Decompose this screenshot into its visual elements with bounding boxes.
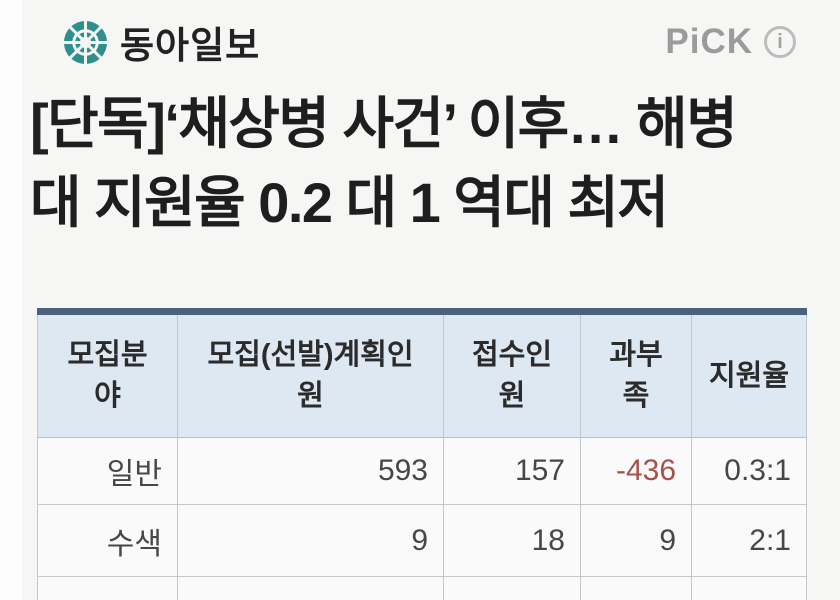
cell-category: 수색 (37, 504, 178, 577)
cell-empty (691, 576, 807, 600)
cell-empty (177, 576, 444, 600)
table-row-partial (37, 576, 807, 600)
col-header-ratio: 지원율 (691, 311, 807, 438)
table-header-row: 모집분 야 모집(선발)계획인 원 접수인 원 과부 족 지원율 (37, 311, 807, 438)
headline-line-2: 대 지원율 0.2 대 1 역대 최저 (30, 171, 669, 234)
cell-planned: 9 (177, 504, 444, 577)
cell-empty (443, 576, 581, 600)
publisher-name: 동아일보 (120, 25, 261, 66)
cell-empty (37, 576, 178, 600)
table-row: 수색 9 18 9 2:1 (37, 504, 807, 577)
cell-shortfall: 9 (580, 504, 692, 577)
headline-line-1: [단독]‘채상병 사건’ 이후… 해병 (30, 92, 738, 155)
col-header-planned: 모집(선발)계획인 원 (177, 311, 444, 438)
cell-ratio: 0.3:1 (691, 437, 807, 505)
recruitment-stats-table: 모집분 야 모집(선발)계획인 원 접수인 원 과부 족 지원율 일반 593 … (37, 308, 807, 600)
col-header-applied: 접수인 원 (443, 311, 581, 438)
page-left-margin (0, 0, 22, 600)
pick-label: PiCK (665, 22, 753, 61)
article-headline: [단독]‘채상병 사건’ 이후… 해병 대 지원율 0.2 대 1 역대 최저 (30, 84, 830, 242)
info-circle-icon[interactable]: i (764, 26, 796, 58)
cell-applied: 157 (443, 437, 581, 505)
publisher-brand[interactable]: 동아일보 (62, 15, 260, 69)
cell-category: 일반 (37, 437, 178, 505)
cell-applied: 18 (443, 504, 581, 577)
topbar: 동아일보 PiCK i (0, 0, 840, 74)
cell-empty (580, 576, 692, 600)
cell-planned: 593 (177, 437, 444, 505)
col-header-shortfall: 과부 족 (580, 311, 692, 438)
table-row: 일반 593 157 -436 0.3:1 (37, 437, 807, 505)
col-header-category: 모집분 야 (37, 311, 178, 438)
pick-badge: PiCK i (665, 22, 796, 62)
publisher-logo-icon (63, 20, 108, 64)
cell-ratio: 2:1 (691, 504, 807, 577)
cell-shortfall: -436 (580, 437, 692, 505)
